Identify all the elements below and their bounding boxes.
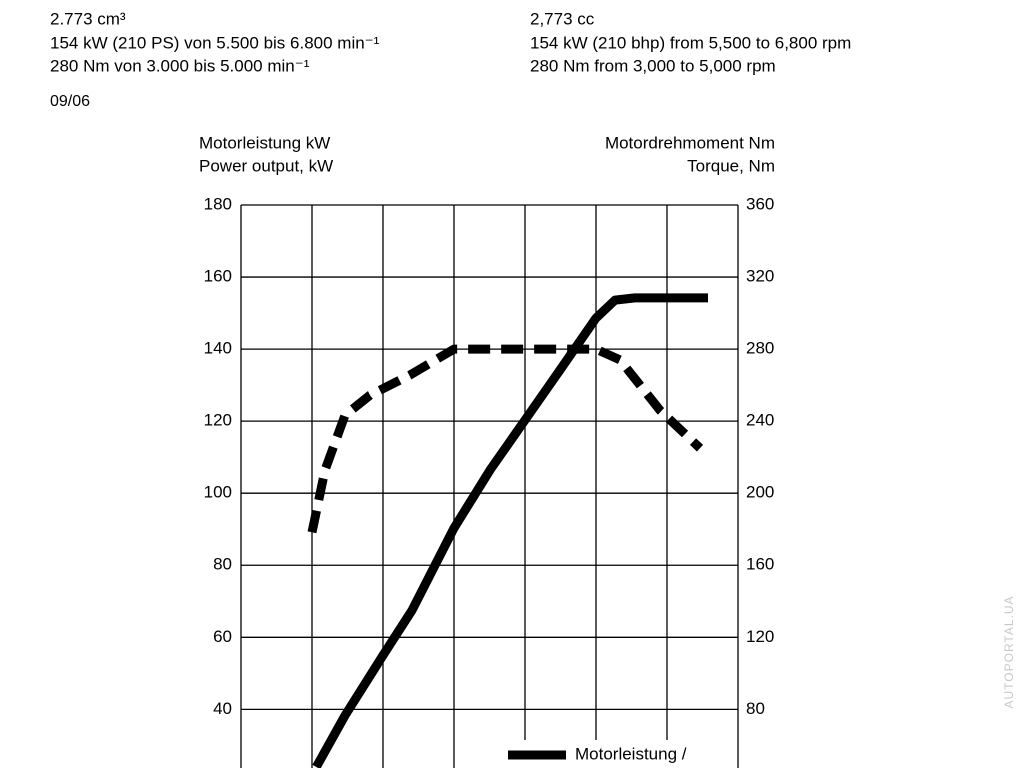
- y-tick-label: 180: [204, 194, 232, 213]
- y2-tick-label: 240: [746, 411, 774, 430]
- spec-de: 154 kW (210 PS) von 5.500 bis 6.800 min⁻…: [50, 33, 380, 52]
- y2-tick-label: 120: [746, 627, 774, 646]
- y2-tick-label: 320: [746, 267, 774, 286]
- date: 09/06: [50, 93, 90, 110]
- power-line: [312, 293, 708, 768]
- torque-line: [307, 344, 704, 534]
- y-tick-label: 40: [213, 699, 232, 718]
- spec-en: 154 kW (210 bhp) from 5,500 to 6,800 rpm: [530, 33, 851, 52]
- y-axis-label: Motorleistung kW: [199, 133, 330, 152]
- spec-en: 280 Nm from 3,000 to 5,000 rpm: [530, 56, 776, 75]
- y-axis-label: Power output, kW: [199, 156, 333, 175]
- y-tick-label: 100: [204, 483, 232, 502]
- y2-tick-label: 160: [746, 555, 774, 574]
- y2-tick-label: 280: [746, 339, 774, 358]
- y-tick-label: 160: [204, 267, 232, 286]
- y2-tick-label: 200: [746, 483, 774, 502]
- y2-axis-label: Motordrehmoment Nm: [605, 133, 775, 152]
- spec-en: 2,773 cc: [530, 9, 595, 28]
- y2-tick-label: 80: [746, 699, 765, 718]
- y-tick-label: 60: [213, 627, 232, 646]
- legend-label: Motorleistung /: [575, 744, 687, 763]
- y2-axis-label: Torque, Nm: [687, 156, 775, 175]
- y2-tick-label: 360: [746, 194, 774, 213]
- spec-de: 280 Nm von 3.000 bis 5.000 min⁻¹: [50, 56, 310, 75]
- watermark: AUTOPORTAL.UA: [1002, 595, 1016, 708]
- y-tick-label: 140: [204, 339, 232, 358]
- y-tick-label: 80: [213, 555, 232, 574]
- y-tick-label: 120: [204, 411, 232, 430]
- spec-de: 2.773 cm³: [50, 9, 126, 28]
